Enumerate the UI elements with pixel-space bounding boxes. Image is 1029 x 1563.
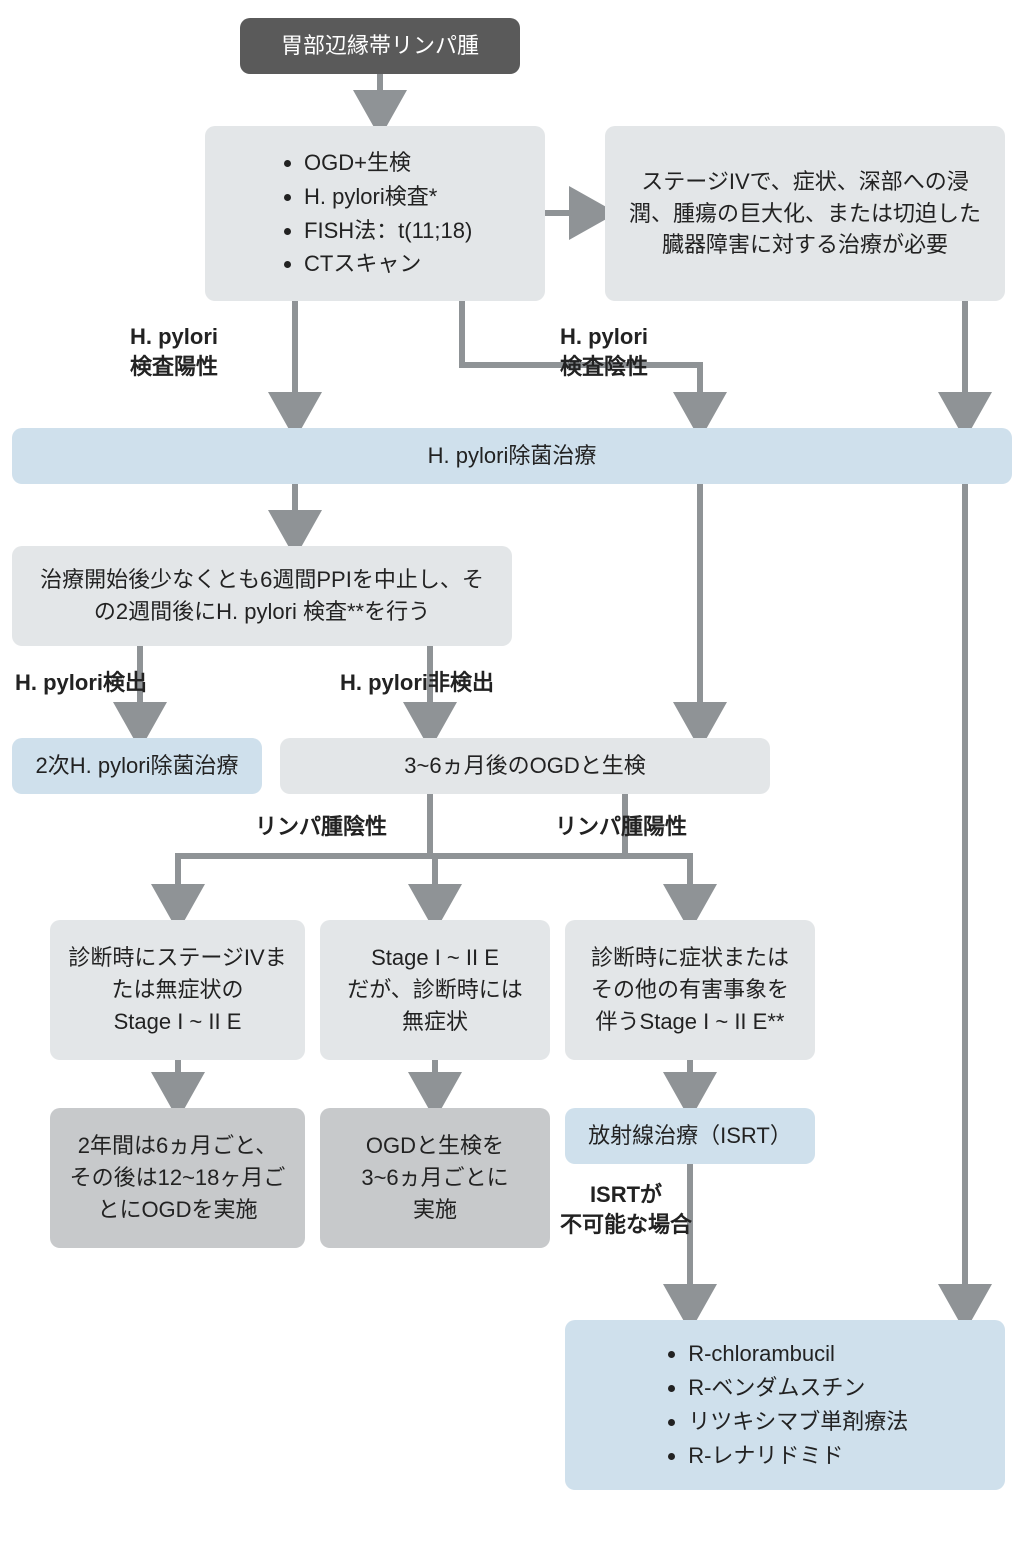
node-n2-item: OGD+生検 <box>304 147 472 179</box>
node-n8: 診断時にステージIVまたは無症状の Stage I ~ II E <box>50 920 305 1060</box>
node-n10: 診断時に症状またはその他の有害事象を伴うStage I ~ II E** <box>565 920 815 1060</box>
node-n7-text: 3~6ヵ月後のOGDと生検 <box>404 750 645 782</box>
node-n14-item: R-ベンダムスチン <box>688 1372 908 1404</box>
node-n14-item: R-chlorambucil <box>688 1338 908 1370</box>
node-n14-item: R-レナリドミド <box>688 1440 908 1472</box>
node-n8-text: 診断時にステージIVまたは無症状の Stage I ~ II E <box>68 942 287 1038</box>
node-n9-text: Stage I ~ II E だが、診断時には 無症状 <box>347 942 523 1038</box>
edge-split-right-n9 <box>435 856 625 920</box>
node-n5-text: 治療開始後少なくとも6週間PPIを中止し、その2週間後にH. pylori 検査… <box>30 564 494 628</box>
label-l1: H. pylori 検査陽性 <box>130 322 218 381</box>
label-l4: H. pylori非検出 <box>340 668 494 698</box>
label-l2: H. pylori 検査陰性 <box>560 322 648 381</box>
node-n11-text: 2年間は6ヵ月ごと、その後は12~18ヶ月ごとにOGDを実施 <box>68 1130 287 1226</box>
node-n7: 3~6ヵ月後のOGDと生検 <box>280 738 770 794</box>
node-n2-item: FISH法：t(11;18) <box>304 215 472 247</box>
node-n11: 2年間は6ヵ月ごと、その後は12~18ヶ月ごとにOGDを実施 <box>50 1108 305 1248</box>
node-n13-text: 放射線治療（ISRT） <box>588 1120 792 1152</box>
node-n6-text: 2次H. pylori除菌治療 <box>36 750 239 782</box>
node-n12-text: OGDと生検を 3~6ヵ月ごとに 実施 <box>361 1130 508 1226</box>
label-l3: H. pylori検出 <box>15 668 147 698</box>
node-n6: 2次H. pylori除菌治療 <box>12 738 262 794</box>
node-n4: H. pylori除菌治療 <box>12 428 1012 484</box>
label-l7: ISRTが 不可能な場合 <box>560 1180 692 1239</box>
node-n14: R-chlorambucilR-ベンダムスチンリツキシマブ単剤療法R-レナリドミ… <box>565 1320 1005 1490</box>
node-n14-item: リツキシマブ単剤療法 <box>688 1406 908 1438</box>
label-l6: リンパ腫陽性 <box>555 812 687 842</box>
node-n13: 放射線治療（ISRT） <box>565 1108 815 1164</box>
node-n9: Stage I ~ II E だが、診断時には 無症状 <box>320 920 550 1060</box>
node-n3: ステージIVで、症状、深部への浸潤、腫瘍の巨大化、または切迫した臓器障害に対する… <box>605 126 1005 301</box>
node-n4-text: H. pylori除菌治療 <box>428 440 597 472</box>
node-n1-text: 胃部辺縁帯リンパ腫 <box>281 30 479 62</box>
node-n10-text: 診断時に症状またはその他の有害事象を伴うStage I ~ II E** <box>583 942 797 1038</box>
edge-split-right-n10 <box>625 856 690 920</box>
node-n1: 胃部辺縁帯リンパ腫 <box>240 18 520 74</box>
node-n2-item: H. pylori検査* <box>304 181 472 213</box>
node-n3-text: ステージIVで、症状、深部への浸潤、腫瘍の巨大化、または切迫した臓器障害に対する… <box>623 166 987 262</box>
node-n2: OGD+生検H. pylori検査*FISH法：t(11;18)CTスキャン <box>205 126 545 301</box>
node-n2-item: CTスキャン <box>304 248 472 280</box>
node-n5: 治療開始後少なくとも6週間PPIを中止し、その2週間後にH. pylori 検査… <box>12 546 512 646</box>
label-l5: リンパ腫陰性 <box>255 812 387 842</box>
node-n12: OGDと生検を 3~6ヵ月ごとに 実施 <box>320 1108 550 1248</box>
